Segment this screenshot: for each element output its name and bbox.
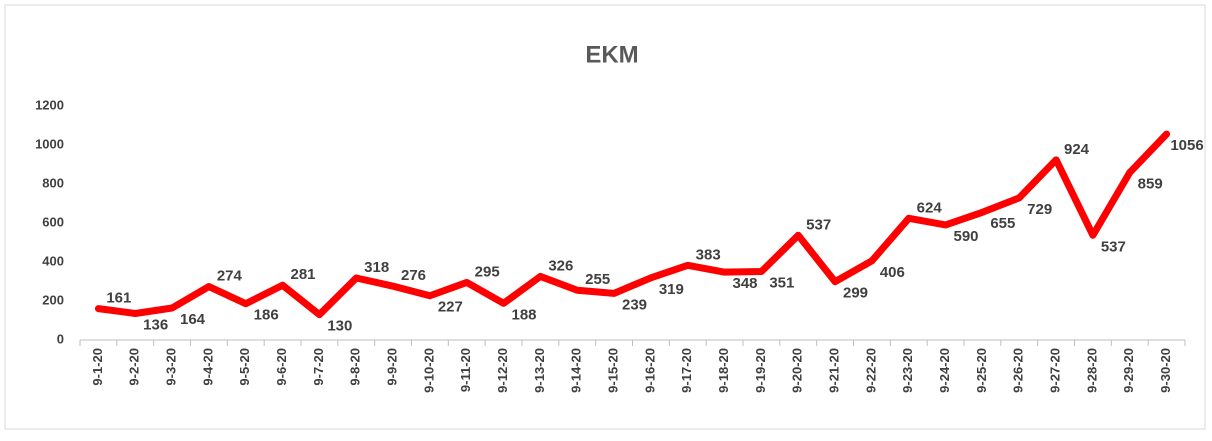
data-label: 655 xyxy=(990,215,1015,232)
y-tick-label: 0 xyxy=(57,331,64,346)
x-tick-label: 9-27-20 xyxy=(1048,348,1063,393)
data-label: 319 xyxy=(659,281,684,298)
data-label: 924 xyxy=(1064,141,1090,158)
x-tick-label: 9-16-20 xyxy=(642,348,657,393)
y-tick-label: 1200 xyxy=(35,97,64,112)
x-tick-label: 9-30-20 xyxy=(1158,348,1173,393)
y-tick-label: 400 xyxy=(42,253,64,268)
x-tick-label: 9-9-20 xyxy=(385,348,400,386)
data-label: 537 xyxy=(1101,238,1126,255)
x-tick-label: 9-10-20 xyxy=(421,348,436,393)
data-label: 590 xyxy=(953,228,978,245)
data-label: 299 xyxy=(843,285,868,302)
x-tick-label: 9-21-20 xyxy=(827,348,842,393)
x-tick-label: 9-25-20 xyxy=(974,348,989,393)
data-label: 406 xyxy=(880,264,905,281)
x-tick-label: 9-23-20 xyxy=(900,348,915,393)
x-tick-label: 9-1-20 xyxy=(90,348,105,386)
line xyxy=(94,130,1171,319)
x-tick-label: 9-8-20 xyxy=(348,348,363,386)
x-tick-label: 9-7-20 xyxy=(311,348,326,386)
x-tick-label: 9-2-20 xyxy=(127,348,142,386)
data-label: 239 xyxy=(622,296,647,313)
x-tick-label: 9-24-20 xyxy=(937,348,952,393)
data-label: 130 xyxy=(327,318,352,335)
x-tick-label: 9-17-20 xyxy=(679,348,694,393)
y-tick-label: 200 xyxy=(42,292,64,307)
x-tick-label: 9-19-20 xyxy=(753,348,768,393)
data-label: 624 xyxy=(917,199,943,216)
x-tick-label: 9-28-20 xyxy=(1084,348,1099,393)
x-tick-label: 9-11-20 xyxy=(458,348,473,392)
data-label: 1056 xyxy=(1170,137,1203,154)
data-label: 351 xyxy=(769,275,794,292)
data-label: 729 xyxy=(1027,201,1052,218)
x-tick-label: 9-22-20 xyxy=(863,348,878,393)
x-tick-label: 9-14-20 xyxy=(569,348,584,393)
data-label: 326 xyxy=(548,257,573,274)
x-tick-label: 9-18-20 xyxy=(716,348,731,393)
x-tick-label: 9-4-20 xyxy=(200,348,215,386)
x-tick-label: 9-29-20 xyxy=(1121,348,1136,393)
chart-title: EKM xyxy=(585,41,638,68)
chart-border xyxy=(4,4,1206,430)
data-label: 348 xyxy=(732,275,757,292)
data-label: 276 xyxy=(401,267,426,284)
x-tick-label: 9-5-20 xyxy=(237,348,252,386)
x-tick-label: 9-26-20 xyxy=(1011,348,1026,393)
x-tick-label: 9-12-20 xyxy=(495,348,510,393)
data-label: 161 xyxy=(106,290,131,307)
data-label: 164 xyxy=(180,311,206,328)
data-label: 537 xyxy=(806,216,831,233)
y-tick-label: 1000 xyxy=(35,136,64,151)
data-label: 859 xyxy=(1138,175,1163,192)
data-label: 318 xyxy=(364,259,389,276)
x-tick-label: 9-20-20 xyxy=(790,348,805,393)
data-label: 281 xyxy=(290,266,315,283)
data-label: 227 xyxy=(438,299,463,316)
x-tick-label: 9-15-20 xyxy=(606,348,621,393)
data-label: 188 xyxy=(511,306,536,323)
data-label: 186 xyxy=(254,307,279,324)
y-tick-label: 600 xyxy=(42,214,64,229)
data-label: 255 xyxy=(585,271,610,288)
data-label: 274 xyxy=(217,268,243,285)
x-tick-label: 9-6-20 xyxy=(274,348,289,386)
data-label: 295 xyxy=(475,263,500,280)
y-tick-label: 800 xyxy=(42,175,64,190)
data-label: 383 xyxy=(696,246,721,263)
x-tick-label: 9-3-20 xyxy=(164,348,179,386)
x-tick-label: 9-13-20 xyxy=(532,348,547,393)
data-label: 136 xyxy=(143,316,168,333)
